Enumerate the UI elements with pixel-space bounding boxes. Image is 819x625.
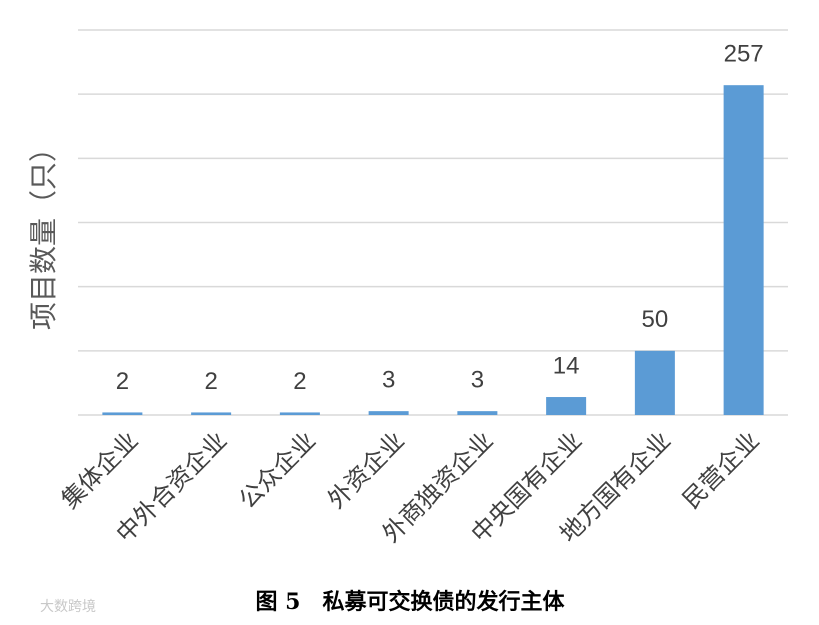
bar [457,411,498,415]
bar [723,85,764,415]
x-tick-label: 外资企业 [322,426,410,514]
y-axis-title: 项目数量（只） [27,134,60,330]
value-label: 50 [642,306,669,333]
value-label: 3 [382,366,395,393]
x-tick-label: 集体企业 [56,426,144,514]
value-label: 257 [724,41,764,68]
bar [634,350,675,415]
bar [368,411,409,415]
bar [546,397,587,415]
bar [102,412,143,415]
bar [279,412,320,415]
watermark: 大数跨境 [40,599,96,615]
chart-caption: 图 5 私募可交换债的发行主体 [256,589,566,615]
value-label: 2 [116,368,129,395]
value-label: 2 [204,368,217,395]
value-label: 14 [553,352,580,379]
x-tick-label: 公众企业 [233,426,321,514]
bar [191,412,232,415]
value-label: 3 [471,366,484,393]
value-label: 2 [293,368,306,395]
x-tick-label: 民营企业 [677,426,765,514]
